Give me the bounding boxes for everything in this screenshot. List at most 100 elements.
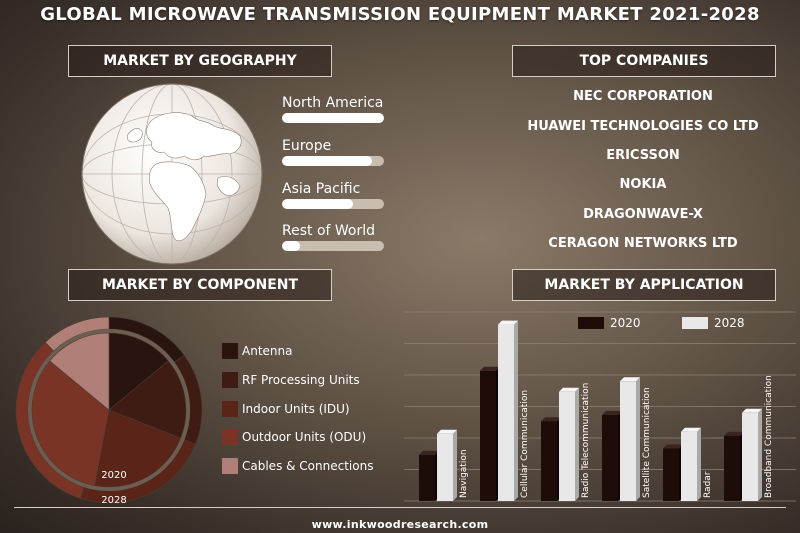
application-bar-chart: Navigation Cellular Communication Radio Te… <box>404 311 796 502</box>
company-item: CERAGON NETWORKS LTD <box>548 236 738 251</box>
category-label-5: Broadband Communication <box>764 375 774 498</box>
globe-icon <box>81 83 263 265</box>
bar-top-0-1 <box>480 366 500 371</box>
footer-divider <box>14 507 786 508</box>
category-label-0: Navigation <box>459 449 469 498</box>
page-title: GLOBAL MICROWAVE TRANSMISSION EQUIPMENT … <box>40 4 760 25</box>
bar-2028-4 <box>681 431 697 501</box>
legend-swatch <box>222 429 238 445</box>
legend-swatch <box>578 317 604 329</box>
bar-top-1-1 <box>498 320 518 325</box>
legend-2020: 2020 <box>578 316 641 330</box>
bar-side-1-5 <box>758 408 762 501</box>
bar-2028-0 <box>437 433 453 501</box>
bar-2028-2 <box>559 391 575 501</box>
geo-fill <box>282 241 301 251</box>
category-label-2: Radio Telecommunication <box>581 383 591 498</box>
geography-header: MARKET BY GEOGRAPHY <box>68 45 332 77</box>
ring-label-2020: 2020 <box>101 470 126 481</box>
bar-2028-3 <box>620 381 636 501</box>
bar-2020-0 <box>419 454 435 501</box>
geo-fill <box>282 113 384 123</box>
geo-track <box>282 199 384 209</box>
bar-2020-3 <box>602 414 618 501</box>
legend-label: Cables & Connections <box>242 459 374 473</box>
legend-swatch <box>222 401 238 417</box>
geo-fill <box>282 156 372 166</box>
legend-label: RF Processing Units <box>242 373 360 387</box>
legend-swatch <box>682 317 708 329</box>
bar-2028-5 <box>742 412 758 501</box>
legend-cables: Cables & Connections <box>222 458 373 474</box>
geo-label: Rest of World <box>282 223 376 239</box>
company-item: NOKIA <box>619 177 667 192</box>
legend-label: Indoor Units (IDU) <box>242 402 350 416</box>
legend-label: Outdoor Units (ODU) <box>242 430 367 444</box>
legend-outdoor-units: Outdoor Units (ODU) <box>222 429 366 445</box>
bar-side-1-0 <box>453 429 457 501</box>
bar-top-1-3 <box>620 377 640 382</box>
geo-label: Asia Pacific <box>282 181 361 197</box>
bar-side-1-4 <box>697 427 701 501</box>
inner-pie-2020 <box>31 332 187 488</box>
legend-label: 2020 <box>610 316 641 330</box>
legend-antenna: Antenna <box>222 343 292 359</box>
application-header: MARKET BY APPLICATION <box>512 269 776 301</box>
bar-marks <box>419 320 762 501</box>
bar-2028-1 <box>498 324 514 501</box>
bar-2020-1 <box>480 370 496 501</box>
geo-asia-pacific: Asia Pacific <box>282 181 392 209</box>
legend-swatch <box>222 372 238 388</box>
geo-track <box>282 241 384 251</box>
geo-label: Europe <box>282 138 332 154</box>
legend-label: Antenna <box>242 344 293 358</box>
bar-top-0-2 <box>541 417 561 422</box>
category-label-3: Satellite Communication <box>642 387 652 498</box>
bar-labels: Navigation Cellular Communication Radio Te… <box>459 375 774 498</box>
ring-separator <box>28 329 190 491</box>
company-item: DRAGONWAVE-X <box>583 207 703 222</box>
bar-side-1-2 <box>575 387 579 501</box>
legend-label: 2028 <box>714 316 745 330</box>
geo-europe: Europe <box>282 138 392 166</box>
geo-rest-of-world: Rest of World <box>282 223 392 251</box>
component-donut-chart: 2020 2028 <box>15 316 203 506</box>
bar-top-1-2 <box>559 387 579 392</box>
category-label-4: Radar <box>703 471 713 498</box>
inner-slice-1 <box>108 360 187 439</box>
geo-north-america: North America <box>282 95 392 123</box>
footer-url: www.inkwoodresearch.com <box>311 518 489 531</box>
companies-header: TOP COMPANIES <box>512 45 776 77</box>
category-label-1: Cellular Communication <box>520 390 530 498</box>
geo-label: North America <box>282 95 384 111</box>
bar-2020-4 <box>663 448 679 501</box>
inner-slice-0 <box>108 332 169 411</box>
component-header: MARKET BY COMPONENT <box>68 269 332 301</box>
bar-2020-5 <box>724 435 740 501</box>
bar-side-1-3 <box>636 377 640 501</box>
company-item: ERICSSON <box>606 148 680 163</box>
legend-swatch <box>222 458 238 474</box>
bar-top-0-0 <box>419 450 439 455</box>
legend-indoor-units: Indoor Units (IDU) <box>222 401 350 417</box>
bar-top-1-4 <box>681 427 701 432</box>
bar-top-1-5 <box>742 408 762 413</box>
bar-2020-2 <box>541 421 557 501</box>
bar-side-1-1 <box>514 320 518 501</box>
inner-slice-4 <box>49 332 110 411</box>
legend-rf-processing: RF Processing Units <box>222 372 360 388</box>
company-item: NEC CORPORATION <box>573 89 713 104</box>
geo-track <box>282 156 384 166</box>
bar-top-1-0 <box>437 429 457 434</box>
geo-track <box>282 113 384 123</box>
bar-top-0-3 <box>602 410 622 415</box>
inner-slice-3 <box>31 360 110 486</box>
legend-2028: 2028 <box>682 316 745 330</box>
legend-swatch <box>222 343 238 359</box>
company-item: HUAWEI TECHNOLOGIES CO LTD <box>527 119 759 134</box>
bar-top-0-4 <box>663 444 683 449</box>
bar-top-0-5 <box>724 431 744 436</box>
geo-fill <box>282 199 354 209</box>
inner-slice-2 <box>94 409 181 488</box>
ring-label-2028: 2028 <box>101 495 126 506</box>
